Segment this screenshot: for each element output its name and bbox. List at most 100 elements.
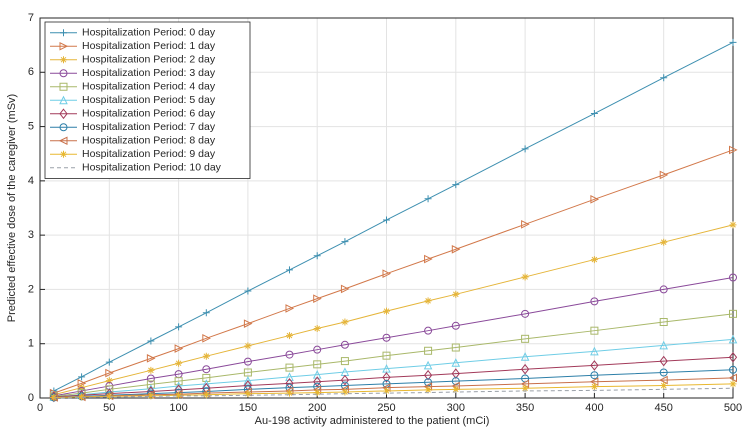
legend-label: Hospitalization Period: 5 day [82,94,216,106]
marker [521,145,529,153]
legend-label: Hospitalization Period: 8 day [82,135,216,147]
series-line [53,383,734,398]
x-tick-label: 200 [308,402,326,414]
y-tick-label: 2 [28,283,34,295]
marker [105,377,113,385]
y-tick-label: 0 [28,392,34,404]
legend-label: Hospitalization Period: 1 day [82,40,216,52]
legend-label: Hospitalization Period: 10 day [82,162,222,174]
marker [175,323,183,331]
marker [659,355,668,367]
marker [285,332,293,340]
marker [659,368,668,377]
marker [424,326,433,335]
marker [50,393,58,401]
marker [313,252,321,260]
marker [285,304,295,313]
marker [383,387,390,395]
marker [590,326,599,335]
series-line [53,313,734,397]
legend-label: Hospitalization Period: 3 day [82,67,216,79]
x-tick-label: 450 [655,402,673,414]
series-line [53,356,734,398]
marker [175,359,183,367]
marker [660,74,668,82]
marker [340,284,350,294]
x-tick-label: 100 [169,402,187,414]
marker [202,379,211,388]
x-tick-label: 400 [585,402,603,414]
marker [146,380,155,389]
marker [590,256,598,264]
marker [60,29,67,37]
marker [243,376,253,385]
marker [313,389,321,397]
marker [424,378,433,387]
marker [521,384,529,392]
marker [590,371,599,380]
marker [341,388,349,396]
marker [59,82,68,91]
marker [313,325,321,333]
marker [312,370,322,379]
marker [105,392,113,400]
legend-label: Hospitalization Period: 7 day [82,121,216,133]
marker [383,216,390,224]
marker [285,372,294,381]
marker [243,357,252,366]
marker [146,354,156,363]
marker [59,108,68,120]
x-tick-label: 300 [447,402,465,414]
y-tick-label: 3 [28,229,34,241]
marker [340,340,349,349]
marker [285,350,294,359]
marker [244,342,252,350]
plot-frame [39,17,734,399]
marker [590,195,600,204]
x-tick-label: 500 [724,402,742,414]
marker [660,238,668,246]
marker [146,374,155,383]
marker [729,273,737,282]
series-line [53,224,734,396]
marker [729,38,737,46]
marker [520,363,530,375]
legend-label: Hospitalization Period: 4 day [82,81,216,93]
marker [78,373,86,381]
marker [243,368,252,377]
x-axis-label: Au-198 activity administered to the pati… [255,415,490,427]
marker [423,360,433,370]
marker [244,287,252,295]
marker [521,273,529,281]
marker [659,318,668,326]
marker [521,309,530,318]
marker [285,266,293,274]
marker [590,110,598,118]
legend-box [44,21,251,179]
marker [58,136,68,146]
marker [659,285,668,294]
marker [202,352,210,360]
y-tick-label: 5 [28,120,34,132]
marker [202,391,210,399]
marker [59,123,68,132]
marker [382,372,391,383]
marker [60,56,67,64]
y-tick-label: 1 [28,338,34,350]
marker [202,309,210,317]
marker [728,373,737,383]
marker [147,392,155,400]
marker [341,318,349,326]
legend-label: Hospitalization Period: 9 day [82,148,216,160]
marker [423,369,433,381]
marker [243,319,253,328]
marker [451,321,460,330]
marker [147,366,155,374]
marker [59,69,68,78]
marker [424,297,432,305]
marker [451,244,461,254]
legend-label: Hospitalization Period: 6 day [82,108,216,120]
marker [147,337,155,345]
marker [590,383,598,391]
